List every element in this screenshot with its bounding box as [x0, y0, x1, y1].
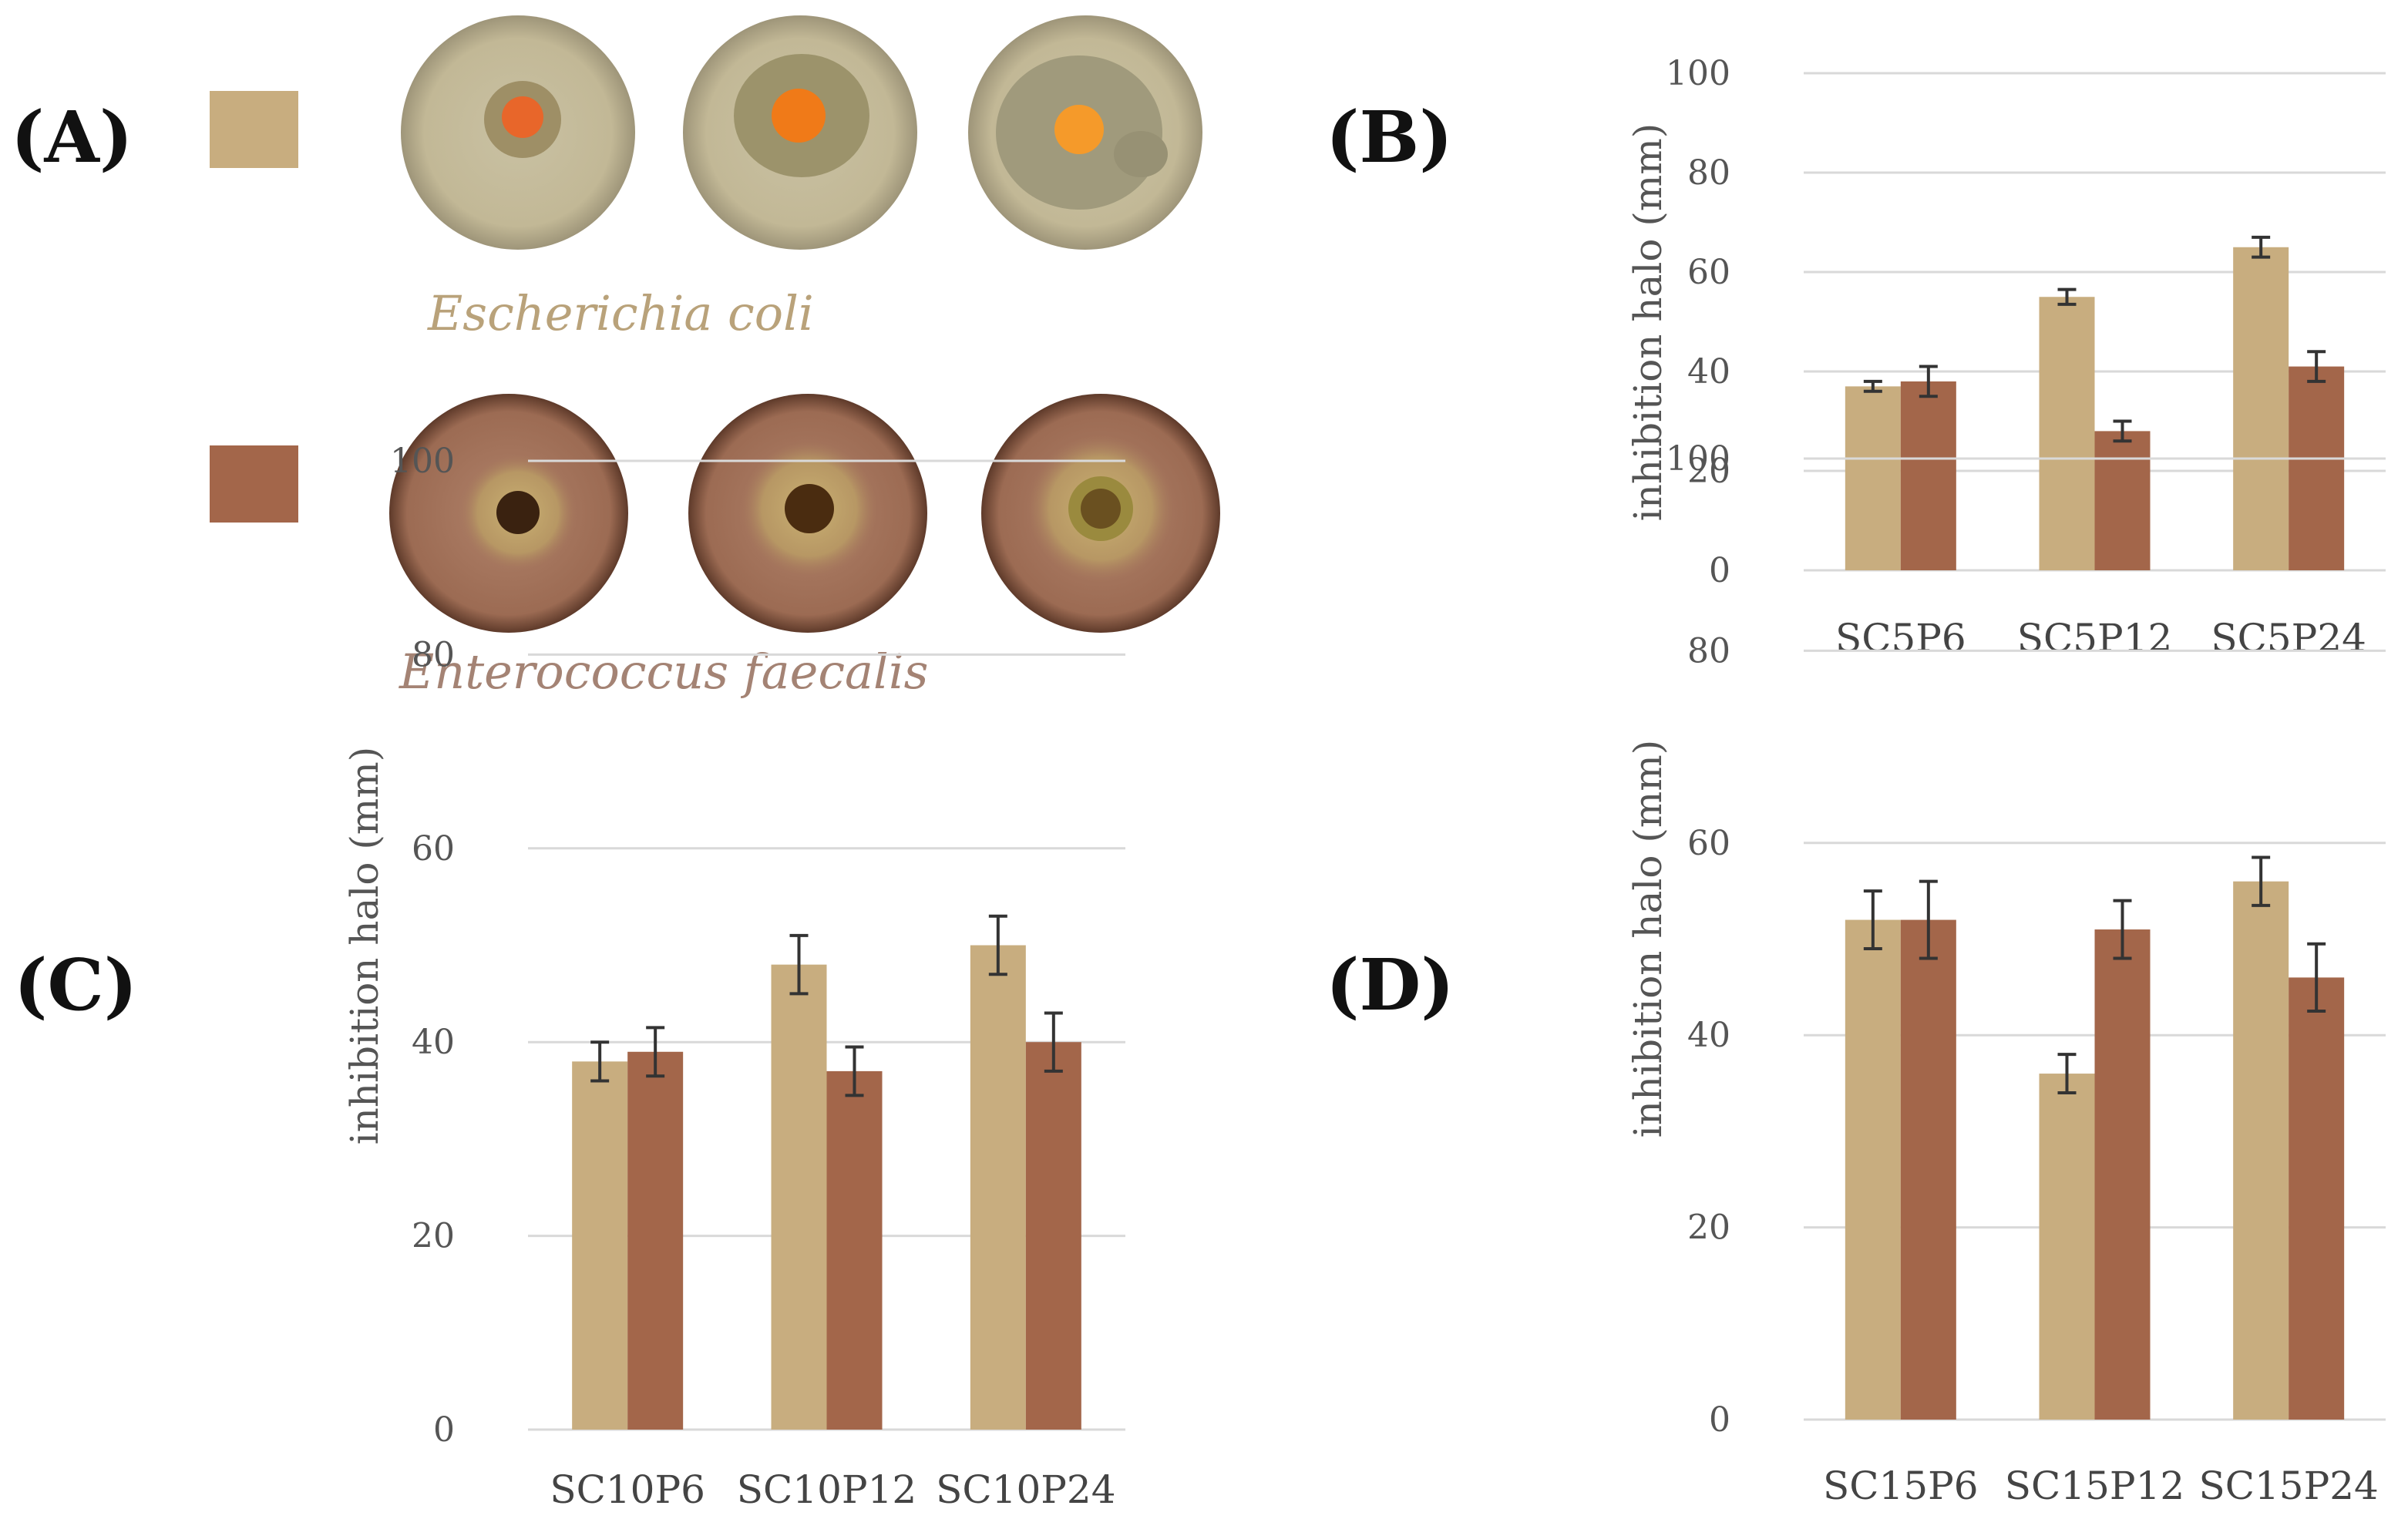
- error-bar-d: [1863, 889, 1882, 950]
- bar-c-efaecalis: [826, 1070, 883, 1430]
- bar-b-efaecalis: [1900, 381, 1956, 570]
- y-tick-label-d: 80: [1687, 631, 1730, 670]
- error-bar-c: [590, 1040, 610, 1083]
- efaecalis-legend-swatch: [210, 445, 298, 523]
- ecoli-legend-swatch: [210, 91, 298, 168]
- panel-a-label: (A): [11, 96, 133, 179]
- error-bar-d: [2252, 855, 2271, 907]
- bar-c-ecoli: [572, 1061, 628, 1430]
- efaecalis-plate-1: [389, 394, 628, 633]
- bar-b-efaecalis: [2289, 366, 2345, 570]
- chart-c: (C) 0 20 40 60 80 100 inhibition halo (mm) SC10P…: [14, 442, 1125, 1512]
- bar-d-efaecalis: [2094, 929, 2151, 1420]
- bar-c-efaecalis: [627, 1051, 684, 1430]
- category-label-c: SC10P12: [737, 1467, 916, 1512]
- panel-b-label: (B): [1326, 96, 1453, 179]
- category-label-d: SC15P24: [2198, 1464, 2378, 1508]
- error-bar-c: [789, 933, 809, 996]
- ecoli-plate-3: [968, 15, 1202, 250]
- ecoli-plate-1: [401, 15, 635, 250]
- y-tick-label-c: 80: [412, 635, 455, 674]
- panel-d-label: (D): [1326, 943, 1455, 1027]
- y-tick-label-c: 20: [412, 1217, 455, 1256]
- bar-b-ecoli: [1845, 386, 1901, 570]
- y-axis-label-d: inhibition halo (mm): [1626, 740, 1670, 1138]
- bar-b-efaecalis: [2094, 431, 2151, 570]
- y-tick-label-d: 60: [1687, 824, 1730, 863]
- error-bar-d: [2307, 942, 2326, 1013]
- chart-d: (D) 0 20 40 60 80 100 inhibition halo (mm) SC15P…: [1326, 439, 2386, 1508]
- error-bar-c: [988, 914, 1007, 976]
- error-bar-c: [1044, 1011, 1063, 1073]
- error-bar-b: [2307, 350, 2326, 383]
- y-tick-label-b: 100: [1666, 54, 1730, 93]
- y-tick-label-d: 0: [1709, 1400, 1730, 1440]
- y-axis-label-b: inhibition halo (mm): [1626, 123, 1670, 522]
- efaecalis-plate-2: [688, 394, 927, 633]
- category-label-b: SC5P24: [2211, 616, 2366, 660]
- error-bar-b: [1919, 365, 1938, 398]
- panel-a: (A): [11, 15, 1220, 700]
- error-bar-d: [1919, 879, 1938, 960]
- y-tick-label-b: 0: [1709, 551, 1730, 590]
- panel-c-label: (C): [14, 943, 137, 1027]
- bar-b-ecoli: [2039, 297, 2095, 570]
- ecoli-plate-2: [683, 15, 917, 250]
- error-bar-c: [646, 1026, 665, 1078]
- y-tick-label-c: 40: [412, 1023, 455, 1062]
- error-bar-b: [1863, 379, 1882, 393]
- y-tick-label-d: 100: [1666, 439, 1730, 479]
- efaecalis-plate-3: [981, 394, 1220, 633]
- bar-d-ecoli: [2233, 881, 2289, 1420]
- efaecalis-species-label: Enterococcus faecalis: [399, 644, 928, 700]
- ecoli-species-label: Escherichia coli: [427, 285, 814, 341]
- error-bar-d: [2057, 1053, 2077, 1095]
- y-tick-label-d: 20: [1687, 1208, 1730, 1248]
- bar-c-ecoli: [771, 964, 827, 1430]
- y-tick-label-d: 40: [1687, 1016, 1730, 1055]
- bar-d-ecoli: [2039, 1074, 2095, 1420]
- error-bar-d: [2113, 899, 2132, 960]
- bar-b-ecoli: [2233, 247, 2289, 570]
- y-tick-label-b: 40: [1687, 352, 1730, 392]
- y-tick-label-b: 80: [1687, 153, 1730, 193]
- y-tick-label-c: 100: [390, 442, 455, 481]
- error-bar-b: [2057, 287, 2077, 306]
- bar-d-ecoli: [1845, 919, 1901, 1420]
- category-label-b: SC5P12: [2017, 616, 2173, 660]
- error-bar-c: [845, 1045, 864, 1097]
- category-label-d: SC15P12: [2005, 1464, 2184, 1508]
- bar-c-efaecalis: [1025, 1042, 1081, 1430]
- y-tick-label-c: 0: [433, 1410, 455, 1450]
- y-tick-label-b: 20: [1687, 452, 1730, 491]
- category-label-d: SC15P6: [1823, 1464, 1979, 1508]
- bar-d-efaecalis: [2289, 977, 2345, 1420]
- error-bar-b: [2113, 419, 2132, 443]
- bar-c-ecoli: [970, 945, 1026, 1430]
- y-axis-label-c: inhibition halo (mm): [342, 747, 387, 1145]
- category-label-c: SC10P24: [936, 1467, 1115, 1512]
- bar-d-efaecalis: [1900, 919, 1956, 1420]
- category-label-b: SC5P6: [1835, 616, 1966, 660]
- y-tick-label-c: 60: [412, 829, 455, 869]
- category-label-c: SC10P6: [550, 1467, 705, 1512]
- error-bar-b: [2252, 235, 2271, 259]
- y-tick-label-b: 60: [1687, 253, 1730, 292]
